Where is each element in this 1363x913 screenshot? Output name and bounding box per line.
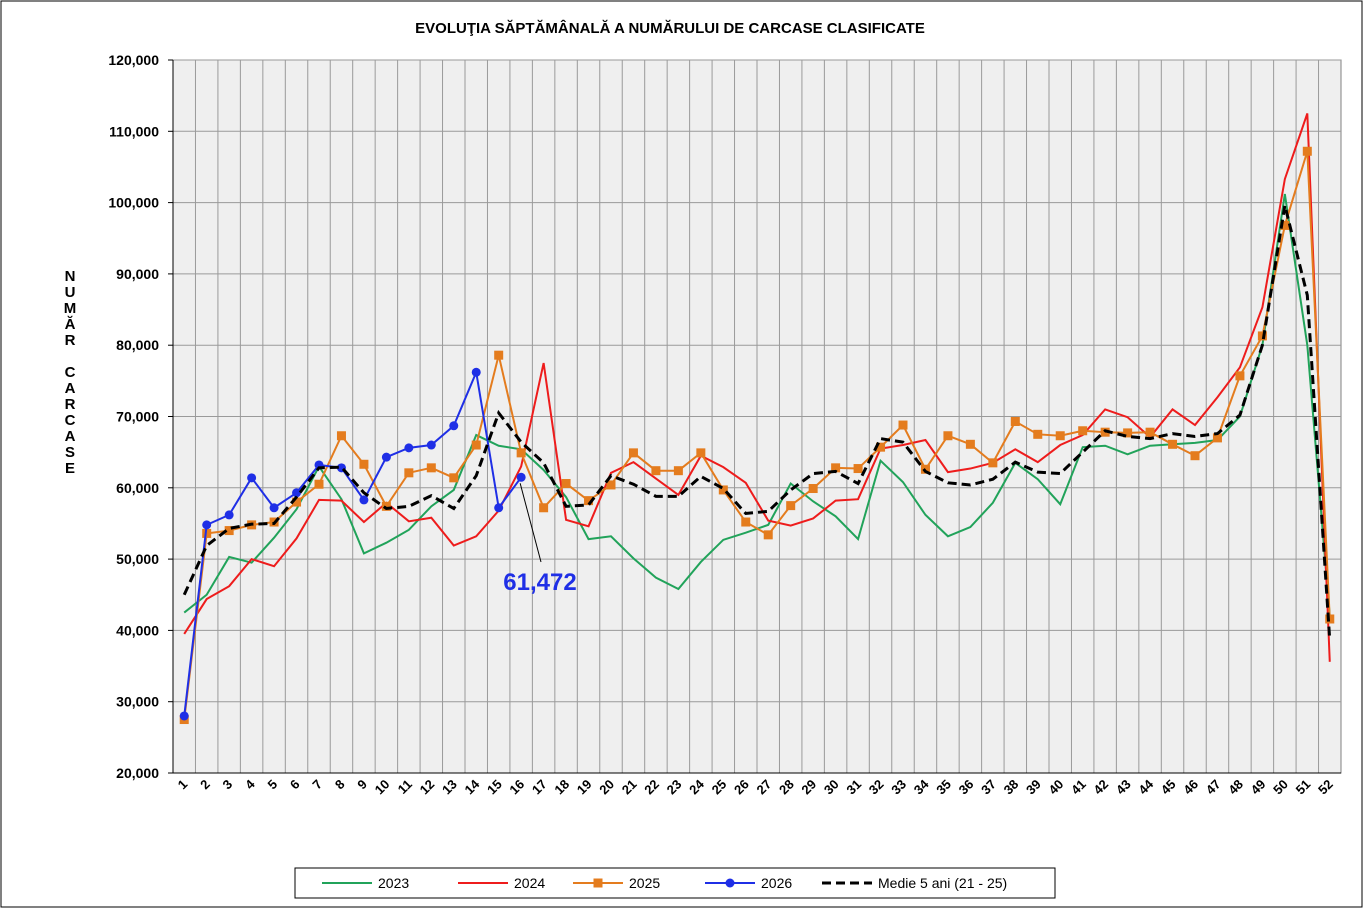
data-point [269,503,279,513]
data-point [561,479,571,489]
series-line [183,150,1331,720]
data-point [1078,426,1088,436]
data-point [628,448,638,458]
data-point [763,530,773,540]
series-line [182,205,1332,641]
data-point [1168,439,1178,449]
data-point [292,488,302,498]
data-point [1302,146,1312,156]
legend-label: 2024 [514,875,545,891]
data-point [516,448,526,458]
data-point [965,439,975,449]
data-point [426,440,436,450]
data-point [449,421,459,431]
legend [294,867,1056,899]
data-point [314,479,324,489]
data-point [1212,433,1222,443]
y-tick-label: 80,000 [116,337,159,353]
data-point [673,466,683,476]
y-tick-label: 60,000 [116,480,159,496]
data-point [1280,220,1290,230]
legend-label: 2025 [629,875,660,891]
data-point [494,350,504,360]
legend-marker [593,878,603,888]
y-tick-label: 30,000 [116,694,159,710]
data-point [988,458,998,468]
data-point [381,501,391,511]
data-point [741,517,751,527]
data-point [247,473,257,483]
legend-label: 2026 [761,875,792,891]
annotation-pointer [519,483,542,563]
data-point [404,468,414,478]
data-point [202,520,212,530]
data-point [494,503,504,513]
data-point [606,480,616,490]
y-tick-label: 110,000 [109,123,159,139]
data-point [539,503,549,513]
y-axis-label: NUMĂR CARCASE [62,268,79,476]
data-point [449,473,459,483]
data-point [224,510,234,520]
data-point [471,440,481,450]
data-point [381,452,391,462]
y-tick-label: 120,000 [108,52,159,68]
data-point [1190,451,1200,461]
annotation: 61,472 [503,569,576,596]
y-tick-label: 40,000 [116,622,159,638]
data-point [651,466,661,476]
data-point [404,443,414,453]
legend-label: Medie 5 ani (21 - 25) [878,875,1007,891]
legend-label: 2023 [378,875,409,891]
data-point [1235,371,1245,381]
data-point [1055,431,1065,441]
y-tick-label: 70,000 [116,409,159,425]
data-point [876,442,886,452]
data-point [1145,427,1155,437]
y-tick-label: 50,000 [116,551,159,567]
data-point [359,495,369,505]
data-point [786,501,796,511]
legend-marker [725,878,735,888]
data-point [898,420,908,430]
data-point [179,711,189,721]
data-point [292,497,302,507]
data-point [943,431,953,441]
data-point [853,464,863,474]
data-point [1033,429,1043,439]
data-point [471,367,481,377]
y-tick-label: 90,000 [116,266,159,282]
series-line [183,368,522,717]
data-point [696,448,706,458]
data-point [224,526,234,536]
data-point [808,484,818,494]
data-point [831,463,841,473]
y-tick-label: 100,000 [108,195,159,211]
data-point [1123,428,1133,438]
data-point [1010,416,1020,426]
series-line [183,113,1331,662]
data-point [516,472,526,482]
data-point [426,463,436,473]
data-point [718,485,728,495]
data-point [336,431,346,441]
y-tick-label: 20,000 [116,765,159,781]
chart-title: EVOLUŢIA SĂPTĂMÂNALĂ A NUMĂRULUI DE CARC… [415,19,925,37]
data-point [584,496,594,506]
data-point [359,459,369,469]
